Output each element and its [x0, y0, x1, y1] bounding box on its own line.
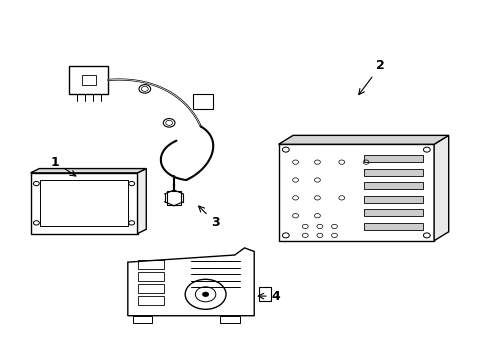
Polygon shape — [220, 316, 239, 323]
Polygon shape — [433, 135, 448, 241]
Text: 2: 2 — [358, 59, 384, 95]
Polygon shape — [278, 135, 448, 144]
Polygon shape — [166, 191, 181, 205]
Polygon shape — [364, 223, 423, 230]
Polygon shape — [193, 94, 212, 109]
Text: 4: 4 — [258, 289, 280, 303]
Polygon shape — [364, 209, 423, 216]
Circle shape — [202, 292, 208, 297]
Polygon shape — [132, 316, 152, 323]
Text: 3: 3 — [198, 206, 219, 229]
Polygon shape — [69, 66, 108, 94]
Polygon shape — [364, 182, 423, 189]
Polygon shape — [259, 287, 271, 301]
Text: 1: 1 — [50, 156, 76, 176]
Polygon shape — [30, 168, 146, 173]
Polygon shape — [278, 144, 433, 241]
Polygon shape — [137, 168, 146, 234]
Polygon shape — [30, 173, 137, 234]
Polygon shape — [364, 155, 423, 162]
Polygon shape — [127, 248, 254, 316]
Polygon shape — [364, 196, 423, 203]
Polygon shape — [364, 168, 423, 176]
